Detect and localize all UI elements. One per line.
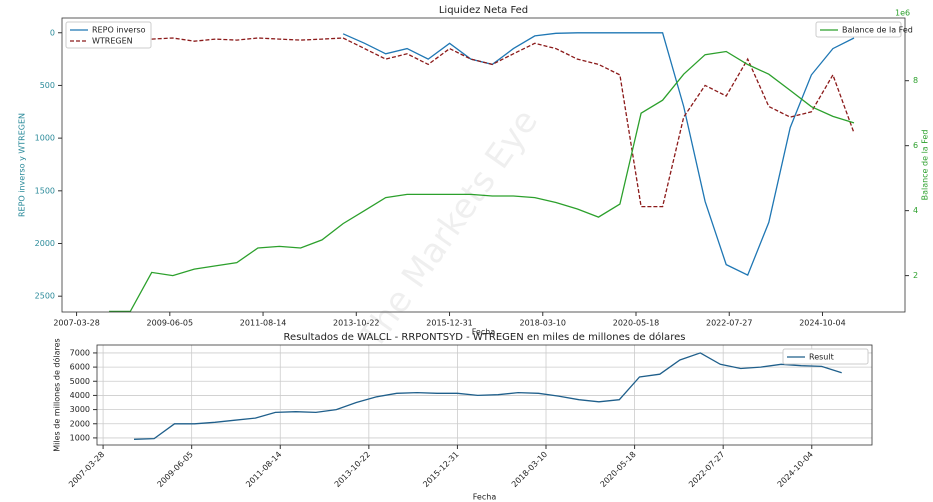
y2-tick-label: 6 [913,141,918,150]
x-tick-label: 2013-10-22 [333,319,380,328]
y-tick-label: 5000 [70,377,90,386]
y-tick-label: 4000 [70,391,90,400]
chart-title: Liquidez Neta Fed [439,5,528,16]
y2-tick-label: 2 [913,271,918,280]
y-tick-label: 2000 [70,419,90,428]
y-axis-label: REPO inverso y WTREGEN [18,113,27,217]
y-tick-label: 3000 [70,405,90,414]
y2-tick-label: 8 [913,76,918,85]
legend-label: Result [809,353,834,362]
x-axis-label: Fecha [473,493,497,502]
y-tick-label: 7000 [70,348,90,357]
x-tick-label: 2020-05-18 [599,450,638,489]
y-axis-label: Miles de millones de dólares [52,338,62,451]
y-tick-label: 1000 [70,433,90,442]
y2-tick-label: 4 [913,206,918,215]
x-tick-label: 2024-10-04 [776,450,815,489]
series-line [151,37,855,208]
legend-box [815,21,902,38]
x-tick-label: 2020-05-18 [613,319,660,328]
plot-frame [96,344,873,446]
legend-box [782,348,869,365]
x-tick-label: 2011-08-14 [240,319,287,328]
x-tick-label: 2007-03-28 [53,319,100,328]
x-tick-label: 2022-07-27 [706,319,753,328]
y-tick-label: 1000 [35,134,55,143]
x-tick-label: 2007-03-28 [67,450,106,489]
x-tick-label: 2009-06-05 [156,450,195,489]
y-tick-label: 2500 [35,292,55,301]
y-tick-label: 2000 [35,239,55,248]
x-tick-label: 2011-08-14 [244,450,283,489]
series-line [133,352,842,440]
x-tick-label: 2009-06-05 [147,319,194,328]
legend-label: REPO inverso [92,26,146,35]
x-tick-label: 2018-03-10 [510,450,549,489]
y2-offset: 1e6 [895,9,910,18]
y-tick-label: 6000 [70,363,90,372]
x-tick-label: 2018-03-10 [520,319,567,328]
x-tick-label: 2015-12-31 [421,450,460,489]
legend-label: Balance de la Fed [842,26,913,35]
legend-box [65,21,152,49]
series-line [342,32,855,276]
y2-axis-label: Balance de la Fed [921,130,930,201]
x-tick-label: 2022-07-27 [687,450,726,489]
legend-label: WTREGEN [92,37,133,46]
y-tick-label: 0 [50,28,55,37]
x-tick-label: 2024-10-04 [799,319,846,328]
x-tick-label: 2015-12-31 [426,319,473,328]
plot-frame [61,17,906,313]
series-line [109,50,855,313]
y-tick-label: 500 [40,81,55,90]
x-axis-label: Fecha [472,328,496,337]
x-tick-label: 2013-10-22 [333,450,372,489]
chart-title: Resultados de WALCL - RRPONTSYD - WTREGE… [284,331,686,343]
y-tick-label: 1500 [35,186,55,195]
